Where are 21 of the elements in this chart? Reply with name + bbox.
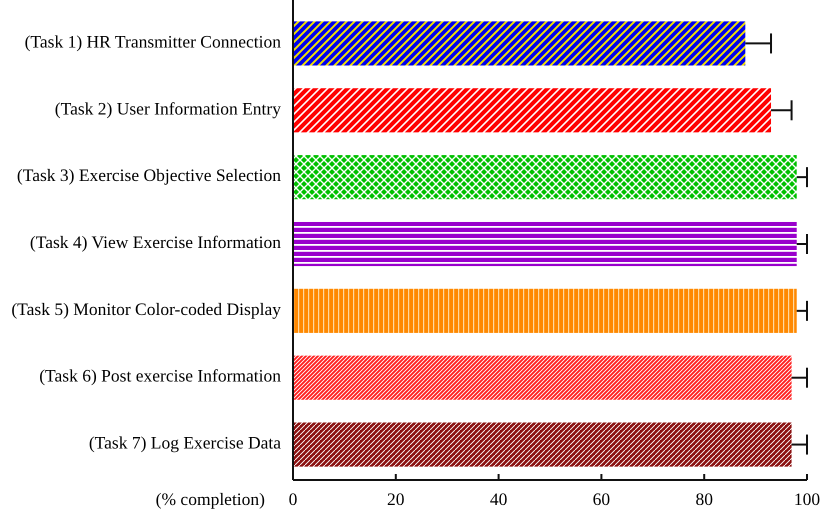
- y-tick-label: (Task 6) Post exercise Information: [39, 366, 282, 386]
- y-tick-label: (Task 1) HR Transmitter Connection: [24, 31, 282, 52]
- x-tick-label: 80: [695, 489, 714, 509]
- y-tick-label: (Task 5) Monitor Color-coded Display: [11, 298, 282, 319]
- x-tick-label: 40: [490, 489, 508, 509]
- y-tick-label: (Task 7) Log Exercise Data: [88, 432, 282, 453]
- bar: [293, 222, 797, 266]
- y-tick-label: (Task 3) Exercise Objective Selection: [16, 165, 282, 186]
- x-tick-label: 60: [592, 489, 610, 509]
- y-tick-label: (Task 4) View Exercise Information: [30, 232, 282, 252]
- x-tick-label: 20: [387, 489, 405, 509]
- x-tick-label: 0: [288, 489, 298, 509]
- bar: [293, 21, 746, 66]
- y-tick-label: (Task 2) User Information Entry: [54, 98, 282, 118]
- bar: [293, 356, 792, 400]
- bar: [293, 422, 792, 467]
- x-tick-label: 100: [794, 489, 820, 509]
- x-axis-title: (% completion): [156, 489, 266, 509]
- bar: [293, 155, 797, 200]
- bar: [293, 288, 797, 333]
- bar: [293, 88, 772, 132]
